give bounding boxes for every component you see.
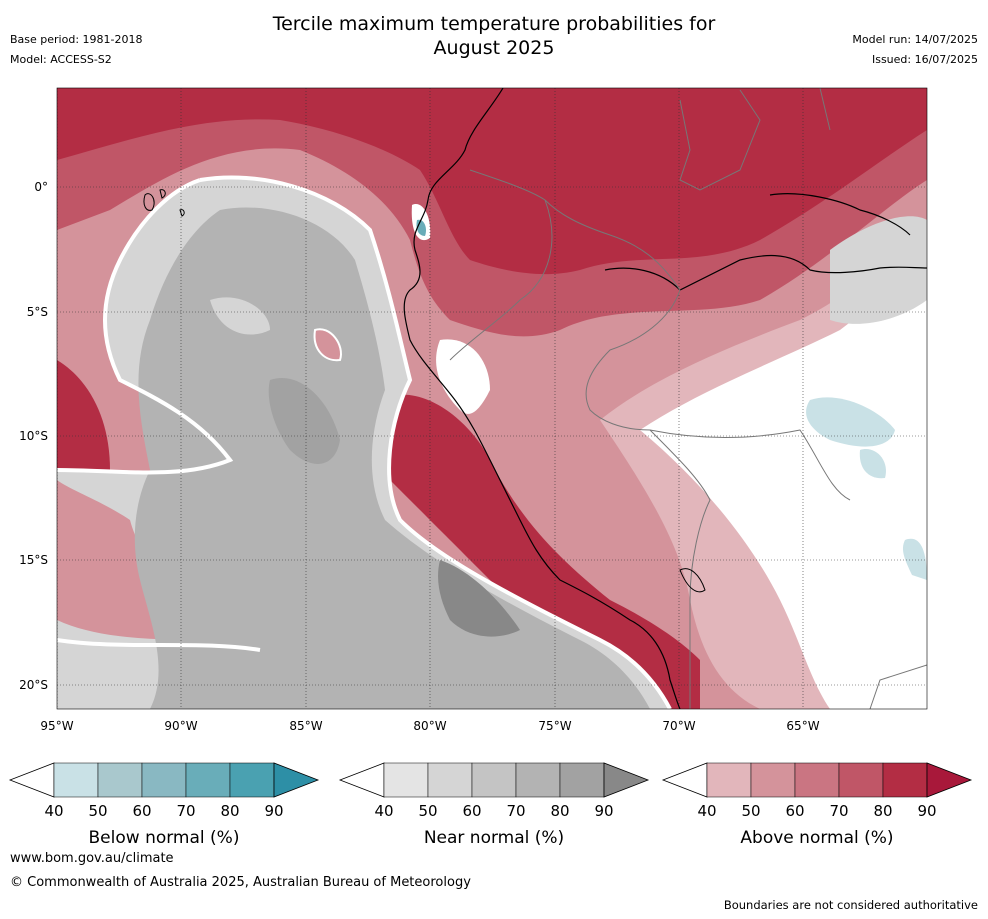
lat-label-20s: 20°S [19, 678, 48, 692]
colorbar-below-tick-label: 90 [264, 802, 283, 820]
amazon-river [604, 193, 927, 291]
colorbars: 40 50 60 70 80 90 Below normal (%) 40 50 60 70 80 90… [8, 762, 973, 848]
lon-label-90w: 90°W [164, 719, 197, 733]
meta-left: Base period: 1981-2018 Model: ACCESS-S2 [10, 30, 142, 70]
colorbar-near-tick-label: 90 [594, 802, 613, 820]
colorbar-near-tick-label: 40 [374, 802, 393, 820]
coastline [403, 88, 681, 709]
map-frame [56, 87, 928, 710]
map-title-line1: Tercile maximum temperature probabilitie… [272, 13, 716, 35]
colorbar-above: 40 50 60 70 80 90 Above normal (%) [661, 762, 973, 848]
lon-label-65w: 65°W [786, 719, 819, 733]
colorbar-above-segment [706, 762, 752, 798]
lat-label-0: 0° [34, 180, 48, 194]
region-near-70 [134, 207, 650, 709]
region-above-west [57, 360, 110, 480]
issued-text: Issued: 16/07/2025 [871, 53, 978, 66]
colorbar-above-min-extension [661, 762, 708, 798]
colorbar-below-min-extension [8, 762, 55, 798]
base-period-text: Base period: 1981-2018 [10, 33, 143, 46]
meta-right: Model run: 14/07/2025 Issued: 16/07/2025 [852, 30, 978, 70]
colorbar-above-tick-label: 90 [917, 802, 936, 820]
colorbar-above-tick-label: 70 [829, 802, 848, 820]
colorbar-near-title: Near normal (%) [424, 828, 564, 848]
colorbar-above-tick-label: 60 [785, 802, 804, 820]
colorbar-above-title: Above normal (%) [740, 828, 893, 848]
lon-label-70w: 70°W [662, 719, 695, 733]
footer-url[interactable]: www.bom.gov.au/climate [10, 851, 174, 866]
country-borders [449, 88, 927, 709]
gridlines [57, 88, 927, 709]
colorbar-near-tick-label: 50 [418, 802, 437, 820]
colorbar-above-max-extension [926, 762, 973, 798]
footer-note: Boundaries are not considered authoritat… [723, 898, 978, 912]
region-near-northeast [830, 216, 927, 324]
region-above-80 [57, 88, 927, 275]
contour-east [199, 175, 672, 709]
lon-label-85w: 85°W [289, 719, 322, 733]
colorbar-near-tick-label: 60 [462, 802, 481, 820]
colorbar-near-segment [471, 762, 517, 798]
lat-label-15s: 15°S [19, 553, 48, 567]
map-title: Tercile maximum temperature probabilitie… [0, 12, 988, 60]
colorbar-near-segment [515, 762, 561, 798]
region-below-southeast [902, 538, 927, 580]
colorbar-below-tick-label: 50 [88, 802, 107, 820]
region-near-90 [438, 560, 520, 637]
colorbar-near-tick-label: 70 [506, 802, 525, 820]
region-climatology-central [436, 339, 490, 414]
colorbar-above-tick-label: 40 [697, 802, 716, 820]
model-run-text: Model run: 14/07/2025 [852, 33, 978, 46]
lake-titicaca [679, 568, 706, 593]
region-above-peru-coast [371, 394, 700, 709]
colorbar-near-max-extension [603, 762, 650, 798]
region-climatology-east [640, 250, 927, 709]
colorbar-below-max-extension [273, 762, 320, 798]
colorbar-below-segment [97, 762, 143, 798]
colorbar-below-segment [185, 762, 231, 798]
model-text: Model: ACCESS-S2 [10, 53, 112, 66]
colorbar-above-segment [794, 762, 840, 798]
colorbar-above-segment [838, 762, 884, 798]
region-near-80 [268, 378, 340, 464]
colorbar-near-min-extension [338, 762, 385, 798]
colorbar-near-segment [559, 762, 605, 798]
footer-copyright: © Commonwealth of Australia 2025, Austra… [10, 875, 471, 890]
colorbar-below-tick-label: 70 [176, 802, 195, 820]
colorbar-above-segment [882, 762, 928, 798]
colorbar-below-segment [141, 762, 187, 798]
colorbar-below: 40 50 60 70 80 90 Below normal (%) [8, 762, 320, 848]
colorbar-above-tick-label: 80 [873, 802, 892, 820]
colorbar-below-tick-label: 80 [220, 802, 239, 820]
map-title-line2: August 2025 [433, 37, 555, 59]
region-below-east-2 [859, 449, 886, 479]
colorbar-below-tick-label: 60 [132, 802, 151, 820]
region-below-east [806, 397, 895, 447]
colorbar-below-title: Below normal (%) [89, 828, 240, 848]
lat-label-5s: 5°S [27, 305, 48, 319]
region-near-patch [210, 297, 270, 335]
contour-south [57, 638, 261, 652]
lon-label-75w: 75°W [538, 719, 571, 733]
probability-map [57, 88, 927, 709]
colorbar-near-tick-label: 80 [550, 802, 569, 820]
colorbar-below-segment [53, 762, 99, 798]
colorbar-below-tick-label: 40 [44, 802, 63, 820]
colorbar-below-segment [229, 762, 275, 798]
colorbar-near-segment [383, 762, 429, 798]
contour-west [57, 178, 234, 475]
colorbar-near-segment [427, 762, 473, 798]
lat-label-10s: 10°S [19, 429, 48, 443]
region-above-patch [313, 328, 342, 362]
colorbar-above-segment [750, 762, 796, 798]
colorbar-above-tick-label: 50 [741, 802, 760, 820]
lon-label-80w: 80°W [413, 719, 446, 733]
lon-label-95w: 95°W [40, 719, 73, 733]
galapagos-islands [143, 189, 185, 217]
colorbar-near: 40 50 60 70 80 90 Near normal (%) [338, 762, 650, 848]
